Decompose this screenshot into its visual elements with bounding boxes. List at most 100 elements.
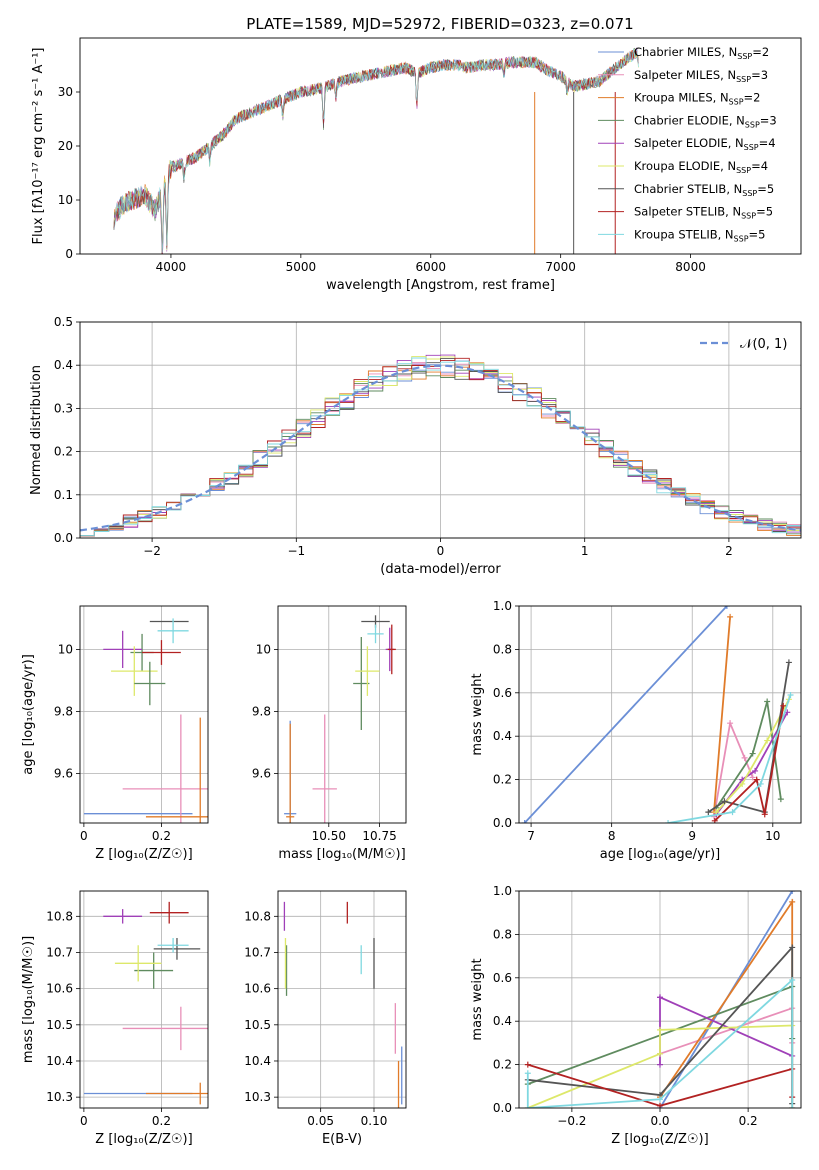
legend-label-sub: SSP: [737, 52, 752, 61]
weight-marker: [753, 776, 760, 783]
plot-area: [80, 354, 801, 538]
weight-marker: [723, 606, 730, 609]
weight-marker: [524, 1061, 531, 1068]
y-axis-label: mass [log₁₀(M/M☉)]: [21, 936, 36, 1063]
tick-label-y: 0.0: [493, 816, 512, 830]
normal-curve: [80, 364, 801, 532]
legend-label-base: Salpeter STELIB, N: [634, 205, 741, 219]
tick-label-y: 10.6: [46, 982, 73, 996]
errorbar-point: [157, 938, 189, 953]
tick-label-x: 9: [688, 829, 696, 843]
legend-label-base: Kroupa ELODIE, N: [634, 159, 736, 173]
errorbar-point: [286, 723, 295, 823]
tick-label-y: 9.6: [252, 766, 271, 780]
errorbar-point: [145, 1082, 208, 1105]
legend-label-tail: =3: [760, 113, 777, 127]
tick-label-x: 0.0: [650, 1114, 669, 1128]
y-axis-label: Normed distribution: [29, 365, 44, 495]
panel-age-mass: 10.50 10.75 9.6 9.8 10 mass [log₁₀(M/M☉)]: [252, 605, 407, 862]
panel-residuals: −2 −1 0 1 2 0.0 0.1 0.2 0.3 0.4 0.5 (data-model)/er…: [29, 315, 802, 577]
weight-marker: [789, 976, 796, 983]
weight-marker: [757, 780, 764, 787]
plot-area: [113, 47, 639, 254]
tick-label-x: 7000: [545, 260, 576, 274]
tick-label-x: 2: [725, 544, 733, 558]
weight-line-chabrier-miles: [523, 606, 728, 823]
weight-marker: [524, 1070, 531, 1077]
tick-label-x: 7: [527, 829, 535, 843]
tick-label-y: 10.7: [244, 945, 271, 959]
tick-label-x: 10.50: [312, 829, 346, 843]
tick-label-y: 10.4: [244, 1054, 271, 1068]
x-axis-label: E(B-V): [322, 1132, 362, 1147]
axes-frame: [79, 321, 802, 539]
weight-line-kroupa-stelib: [667, 694, 792, 823]
tick-label-x: 8000: [675, 260, 706, 274]
weight-marker: [705, 809, 712, 816]
weight-marker: [789, 944, 796, 951]
tick-label-y: 0.6: [493, 971, 512, 985]
weight-marker: [729, 809, 736, 816]
axes-frame: [518, 890, 802, 1109]
panel-spectrum: 4000 5000 6000 7000 8000 0 10 20 30 wavelength [A…: [31, 37, 802, 293]
weight-marker: [789, 891, 796, 894]
axes-frame: [79, 605, 209, 824]
legend-hist: 𝒩(0, 1): [700, 337, 787, 352]
tick-label-y: 10: [58, 193, 73, 207]
errorbar-point: [153, 938, 201, 960]
legend-label-sub: SSP: [742, 189, 757, 198]
weight-marker: [741, 754, 748, 761]
legend-label-base: Chabrier STELIB, N: [634, 182, 742, 196]
legend-label: Chabrier STELIB, NSSP=5: [634, 182, 774, 198]
errorbar-point: [367, 624, 384, 644]
weight-marker: [777, 796, 784, 803]
weight-marker: [749, 774, 756, 781]
tick-label-x: 0.2: [152, 829, 171, 843]
tick-label-x: −0.2: [557, 1114, 586, 1128]
panel-mw-z: −0.2 0.0 0.2 0.0 0.2 0.4 0.6 0.8 1.0 Z [log₁₀(Z/Z…: [470, 884, 802, 1147]
spectrum-line-chabrier-miles: [113, 51, 639, 249]
plot-area: [524, 891, 796, 1108]
errorbar-point: [353, 637, 370, 730]
panel-mass-z: 0 0.2 10.3 10.4 10.5 10.6 10.7 10.8 Z [log₁₀(Z/Z…: [21, 890, 209, 1147]
legend-label-base: Kroupa STELIB, N: [634, 227, 734, 241]
legend-label-base: Chabrier ELODIE, N: [634, 113, 745, 127]
panel-mw-age: 7 8 9 10 0.0 0.2 0.4 0.6 0.8 1.0 age [log₁₀(age/yr…: [470, 599, 802, 862]
weight-marker: [665, 820, 672, 823]
plot-area: [83, 618, 208, 823]
panel-age-z: 0 0.2 9.6 9.8 10 Z [log₁₀(Z/Z☉)] age [log₁₀(ag…: [21, 605, 209, 862]
legend-label-sub: SSP: [729, 98, 744, 107]
legend-label-sub: SSP: [745, 120, 760, 129]
weight-marker: [787, 691, 794, 698]
errorbar-point: [149, 901, 189, 924]
x-axis-label: Z [log₁₀(Z/Z☉)]: [95, 1132, 192, 1147]
tick-label-y: 0.8: [493, 927, 512, 941]
legend-label-tail: =4: [751, 159, 768, 173]
tick-label-y: 9.8: [54, 704, 73, 718]
tick-label-y: 0.2: [493, 773, 512, 787]
tick-label-x: 1: [581, 544, 589, 558]
tick-label-y: 0.4: [493, 1014, 512, 1028]
legend-label-tail: =2: [752, 45, 769, 59]
legend-label: Chabrier MILES, NSSP=2: [634, 45, 769, 61]
tick-label-x: 10.75: [362, 829, 396, 843]
errorbar-point: [122, 714, 208, 823]
tick-label-y: 9.8: [252, 704, 271, 718]
x-axis-label: wavelength [Angstrom, rest frame]: [326, 278, 555, 293]
tick-label-y: 20: [58, 139, 73, 153]
axes-frame: [79, 890, 209, 1109]
errorbar-point: [312, 714, 337, 823]
legend-label: Kroupa STELIB, NSSP=5: [634, 227, 765, 243]
panel-mass-ebv: 0.05 0.10 10.3 10.4 10.5 10.6 10.7 10.8 E(B-V): [244, 890, 407, 1147]
tick-label-y: 10.8: [46, 909, 73, 923]
weight-marker: [789, 1105, 796, 1108]
tick-label-y: 30: [58, 85, 73, 99]
spectrum-line-salpeter-stelib: [113, 50, 639, 254]
tick-label-x: 4000: [156, 260, 187, 274]
legend-label-tail: =4: [759, 136, 776, 150]
tick-label-y: 0.6: [493, 686, 512, 700]
tick-label-x: 0: [437, 544, 445, 558]
legend-label-base: Chabrier MILES, N: [634, 45, 737, 59]
